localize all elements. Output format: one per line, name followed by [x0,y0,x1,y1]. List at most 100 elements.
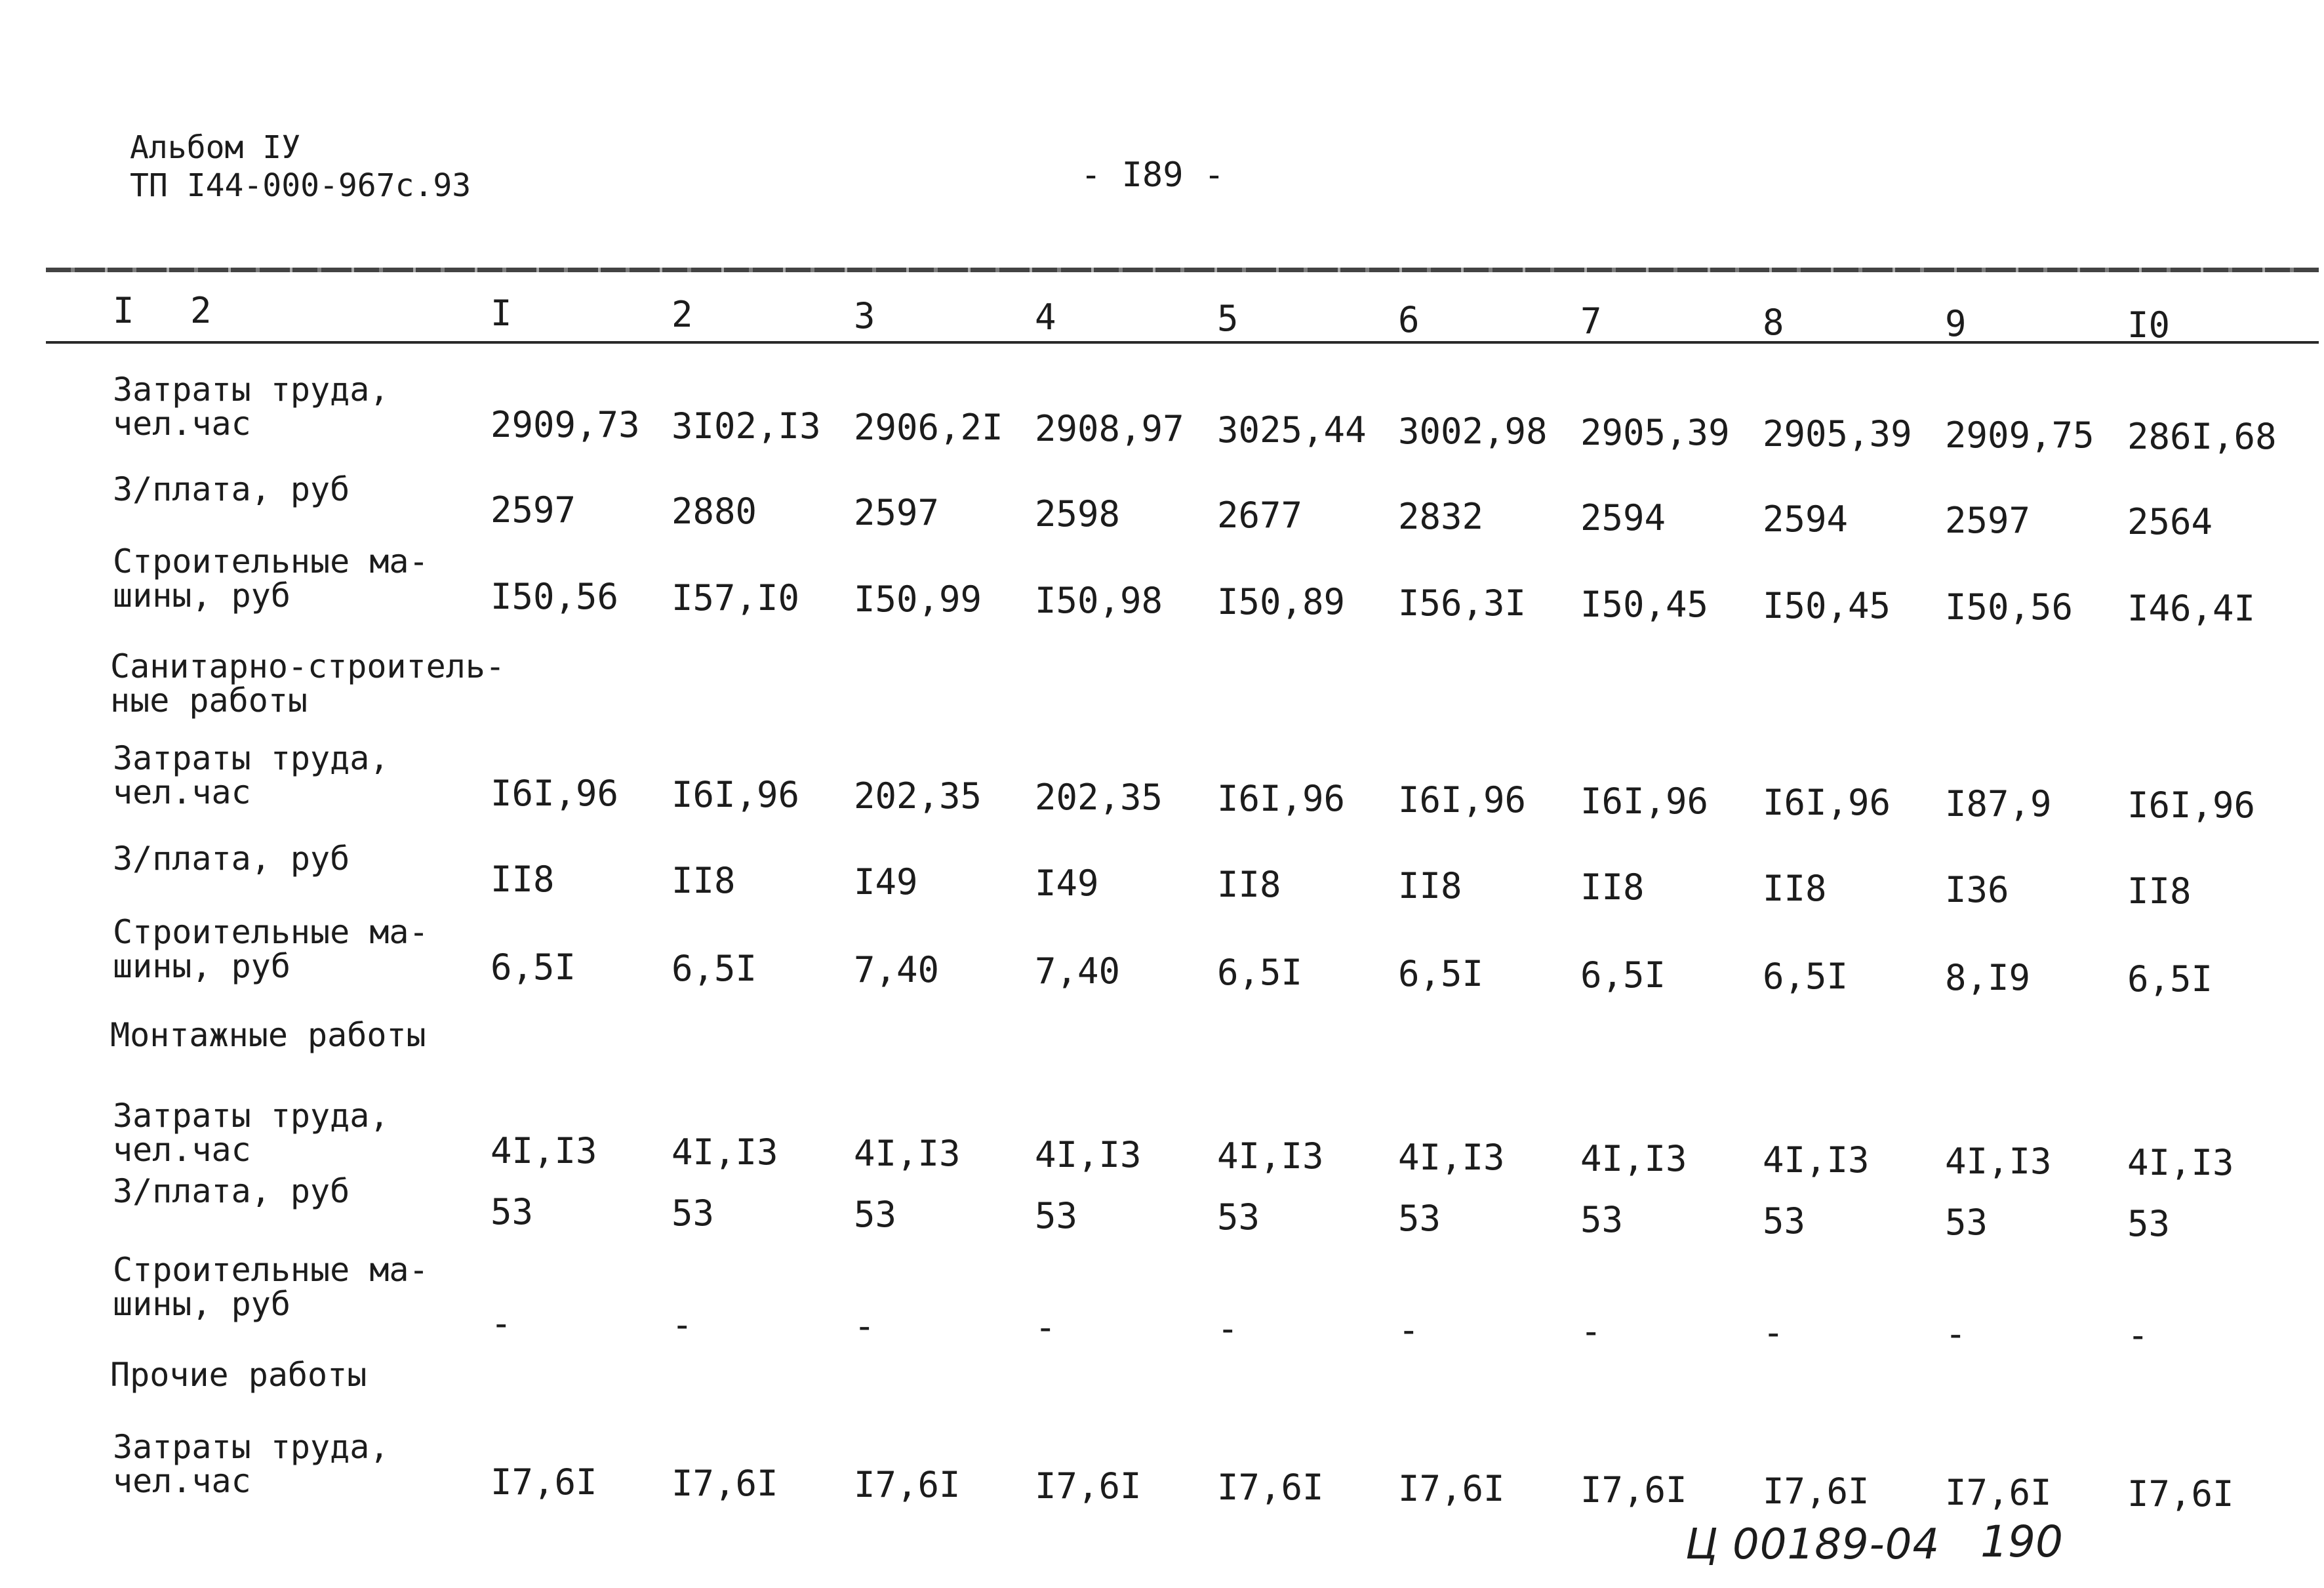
table-cell: 6,5I [1398,953,1484,994]
row-label: Затраты труда, чел.час [113,1428,390,1500]
table-cell: 53 [1763,1200,1806,1242]
table-cell: I6I,96 [2127,784,2256,826]
table-cell: I50,98 [1035,580,1163,621]
table-cell: I6I,96 [1763,782,1891,823]
table-cell: 2905,39 [1580,412,1730,453]
table-cell: 6,5I [1580,954,1666,996]
table-cell: 53 [1398,1198,1441,1239]
table-cell: 6,5I [491,947,576,988]
table-cell: 4I,I3 [671,1131,778,1173]
table-cell: II8 [1580,866,1645,908]
column-header-lead: 2 [190,290,212,331]
column-header-lead: I [113,290,134,331]
table-cell: 6,5I [671,948,757,989]
table-cell: 53 [491,1191,534,1232]
table-cell: I6I,96 [671,774,800,815]
table-cell: I7,6I [1763,1471,1870,1512]
table-cell: - [1217,1308,1239,1349]
table-cell: I7,6I [491,1461,597,1503]
table-cell: 2594 [1763,499,1849,540]
table-cell: 4I,I3 [491,1130,597,1171]
table-cell: - [491,1303,512,1344]
table-cell: 3I02,I3 [671,405,821,447]
table-cell: 2594 [1580,497,1666,539]
column-header: 6 [1398,299,1420,340]
table-cell: I7,6I [671,1463,778,1504]
column-header: I0 [2127,304,2171,346]
table-cell: I7,6I [1580,1469,1687,1511]
column-header: 2 [671,294,693,335]
table-cell: II8 [491,859,555,900]
row-label: З/плата, руб [113,470,350,508]
row-label: Строительные ма- шины, руб [113,1251,429,1323]
section-heading: Монтажные работы [110,1016,426,1054]
table-cell: I7,6I [1217,1467,1324,1508]
table-cell: 2905,39 [1763,413,1912,455]
table-cell: I46,4I [2127,588,2256,629]
section-heading: Санитарно-строитель- ные работы [110,647,506,720]
table-cell: - [1580,1311,1602,1352]
table-cell: 4I,I3 [1580,1138,1687,1179]
table-cell: 2597 [491,489,576,531]
table-cell: I50,45 [1580,584,1709,625]
table-cell: 53 [671,1192,715,1234]
table-cell: 4I,I3 [1398,1137,1505,1178]
column-header: I [491,293,512,334]
archive-stamp: Ц 00189-04 [1685,1520,1940,1569]
table-cell: 2832 [1398,496,1484,537]
table-cell: I49 [1035,863,1099,904]
table-cell: 2908,97 [1035,408,1184,449]
column-header: 4 [1035,296,1056,338]
table-cell: 6,5I [1217,952,1303,993]
table-cell: - [1763,1312,1784,1353]
table-cell: 2564 [2127,501,2213,542]
column-header: 3 [854,295,875,336]
table-cell: I50,56 [491,576,619,617]
table-cell: 53 [1035,1195,1078,1236]
table-cell: I50,99 [854,579,982,620]
table-cell: 2677 [1217,495,1303,536]
table-cell: 202,35 [1035,777,1163,818]
table-cell: 4I,I3 [1945,1141,2052,1182]
table-cell: 2597 [854,492,940,533]
column-header: 9 [1945,303,1967,344]
table-cell: - [854,1305,875,1347]
table-cell: 8,I9 [1945,957,2031,998]
table-cell: I7,6I [1035,1465,1142,1507]
row-label: З/плата, руб [113,1172,350,1210]
column-header: 5 [1217,298,1239,339]
table-cell: 53 [1580,1199,1624,1240]
table-cell: 4I,I3 [1035,1134,1142,1175]
table-cell: I50,45 [1763,585,1891,626]
page-number: - I89 - [1081,155,1225,195]
table-cell: I6I,96 [491,773,619,814]
header-divider-rule [46,341,2319,344]
table-cell: 202,35 [854,775,982,817]
table-top-rule [46,268,2319,272]
table-cell: I56,3I [1398,582,1527,624]
table-cell: I6I,96 [1580,781,1709,822]
table-cell: 53 [2127,1203,2171,1244]
table-cell: 4I,I3 [1217,1135,1324,1177]
table-cell: 3002,98 [1398,411,1548,452]
table-cell: I50,56 [1945,586,2074,628]
table-cell: II8 [2127,870,2192,912]
column-header: 8 [1763,302,1784,343]
table-cell: I7,6I [1398,1468,1505,1509]
table-cell: 6,5I [1763,956,1849,997]
table-cell: 2909,73 [491,404,640,445]
row-label: Строительные ма- шины, руб [113,542,429,615]
table-cell: I49 [854,861,918,903]
table-cell: 53 [1945,1202,1988,1243]
table-cell: 6,5I [2127,958,2213,1000]
table-cell: II8 [1763,868,1827,909]
table-cell: - [671,1304,693,1345]
table-cell: II8 [1398,865,1462,906]
table-cell: I7,6I [2127,1473,2234,1515]
table-cell: 7,40 [1035,950,1121,992]
table-cell: II8 [671,860,736,901]
column-header: 7 [1580,300,1602,342]
table-cell: - [1398,1309,1420,1351]
table-cell: 53 [1217,1196,1260,1238]
